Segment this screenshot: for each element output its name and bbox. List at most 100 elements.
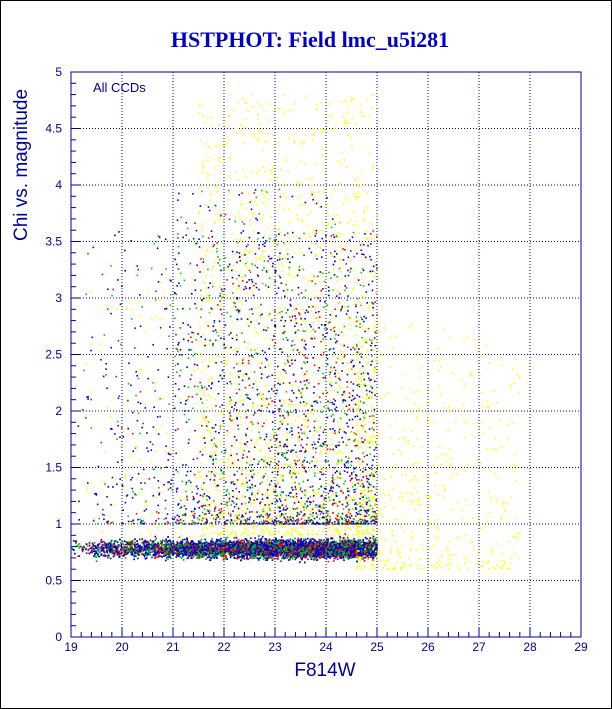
data-point bbox=[161, 556, 164, 558]
data-point bbox=[260, 538, 262, 541]
data-point bbox=[356, 541, 359, 544]
data-point bbox=[173, 552, 176, 554]
data-point bbox=[286, 557, 288, 559]
data-point bbox=[209, 556, 212, 559]
data-point bbox=[367, 556, 370, 558]
data-point bbox=[154, 539, 157, 542]
data-point bbox=[229, 556, 232, 559]
data-point bbox=[141, 538, 143, 540]
data-point bbox=[289, 539, 292, 541]
data-point bbox=[154, 535, 157, 538]
data-point bbox=[282, 557, 284, 559]
data-point bbox=[143, 547, 146, 550]
data-point bbox=[303, 547, 305, 550]
data-point bbox=[117, 552, 119, 555]
data-point bbox=[131, 546, 133, 548]
data-point bbox=[224, 558, 227, 560]
data-point bbox=[110, 539, 113, 542]
data-point bbox=[266, 557, 269, 560]
data-point bbox=[313, 555, 316, 558]
data-point bbox=[233, 537, 236, 539]
data-point bbox=[120, 542, 123, 545]
data-point bbox=[190, 542, 192, 545]
data-point bbox=[310, 558, 313, 561]
data-point bbox=[311, 543, 314, 545]
data-point bbox=[86, 545, 89, 547]
data-point bbox=[136, 542, 139, 545]
data-point bbox=[156, 546, 158, 549]
data-point bbox=[204, 542, 207, 545]
data-point bbox=[224, 538, 227, 541]
data-point bbox=[172, 544, 175, 546]
data-point bbox=[155, 537, 157, 540]
data-point bbox=[81, 550, 84, 553]
data-point bbox=[134, 549, 137, 552]
data-point bbox=[98, 546, 100, 548]
data-point bbox=[289, 538, 292, 541]
data-point bbox=[146, 543, 148, 546]
data-point bbox=[99, 551, 101, 554]
data-point bbox=[143, 555, 146, 558]
data-point bbox=[200, 538, 203, 541]
data-point bbox=[261, 535, 264, 538]
chart-points bbox=[71, 93, 521, 570]
data-point bbox=[189, 557, 192, 559]
data-point bbox=[273, 539, 276, 541]
data-point bbox=[120, 544, 122, 547]
data-point bbox=[347, 541, 350, 544]
data-point bbox=[237, 539, 240, 541]
data-point bbox=[249, 537, 252, 540]
data-point bbox=[109, 557, 112, 560]
data-point bbox=[223, 555, 226, 558]
data-point bbox=[372, 538, 374, 540]
chart-title: HSTPHOT: Field lmc_u5i281 bbox=[171, 27, 449, 52]
data-point bbox=[347, 555, 350, 558]
data-point bbox=[88, 548, 90, 550]
data-point bbox=[317, 556, 320, 558]
data-point bbox=[93, 542, 96, 544]
data-point bbox=[233, 540, 235, 543]
data-point bbox=[135, 543, 138, 546]
data-point bbox=[301, 554, 304, 556]
data-point bbox=[137, 545, 140, 548]
data-point bbox=[120, 545, 123, 548]
data-point bbox=[146, 554, 149, 557]
data-point bbox=[151, 556, 153, 559]
data-point bbox=[234, 541, 237, 543]
data-point bbox=[224, 541, 227, 543]
data-point bbox=[89, 551, 92, 553]
data-point bbox=[314, 540, 317, 542]
data-point bbox=[306, 554, 308, 556]
data-point bbox=[129, 542, 132, 544]
data-point bbox=[137, 557, 139, 560]
data-point bbox=[215, 547, 217, 549]
data-point bbox=[222, 555, 225, 558]
data-point bbox=[149, 539, 152, 542]
data-point bbox=[257, 538, 260, 541]
data-point bbox=[117, 544, 120, 546]
data-point bbox=[178, 536, 181, 539]
data-point bbox=[327, 560, 330, 563]
data-point bbox=[249, 547, 251, 549]
data-point bbox=[278, 541, 281, 544]
data-point bbox=[114, 554, 116, 556]
data-point bbox=[264, 541, 266, 544]
data-point bbox=[182, 538, 184, 541]
data-point bbox=[332, 560, 335, 562]
data-point bbox=[141, 546, 143, 548]
data-point bbox=[314, 558, 316, 561]
data-point bbox=[156, 556, 159, 559]
data-point bbox=[226, 536, 229, 539]
data-point bbox=[336, 558, 339, 561]
data-point bbox=[167, 558, 169, 561]
data-point bbox=[117, 547, 119, 549]
data-point bbox=[317, 542, 319, 545]
data-point bbox=[85, 552, 88, 554]
data-point bbox=[133, 545, 136, 547]
data-point bbox=[264, 538, 266, 540]
data-point bbox=[283, 557, 285, 560]
data-point bbox=[193, 555, 195, 558]
data-point bbox=[202, 542, 204, 545]
data-point bbox=[106, 554, 108, 557]
